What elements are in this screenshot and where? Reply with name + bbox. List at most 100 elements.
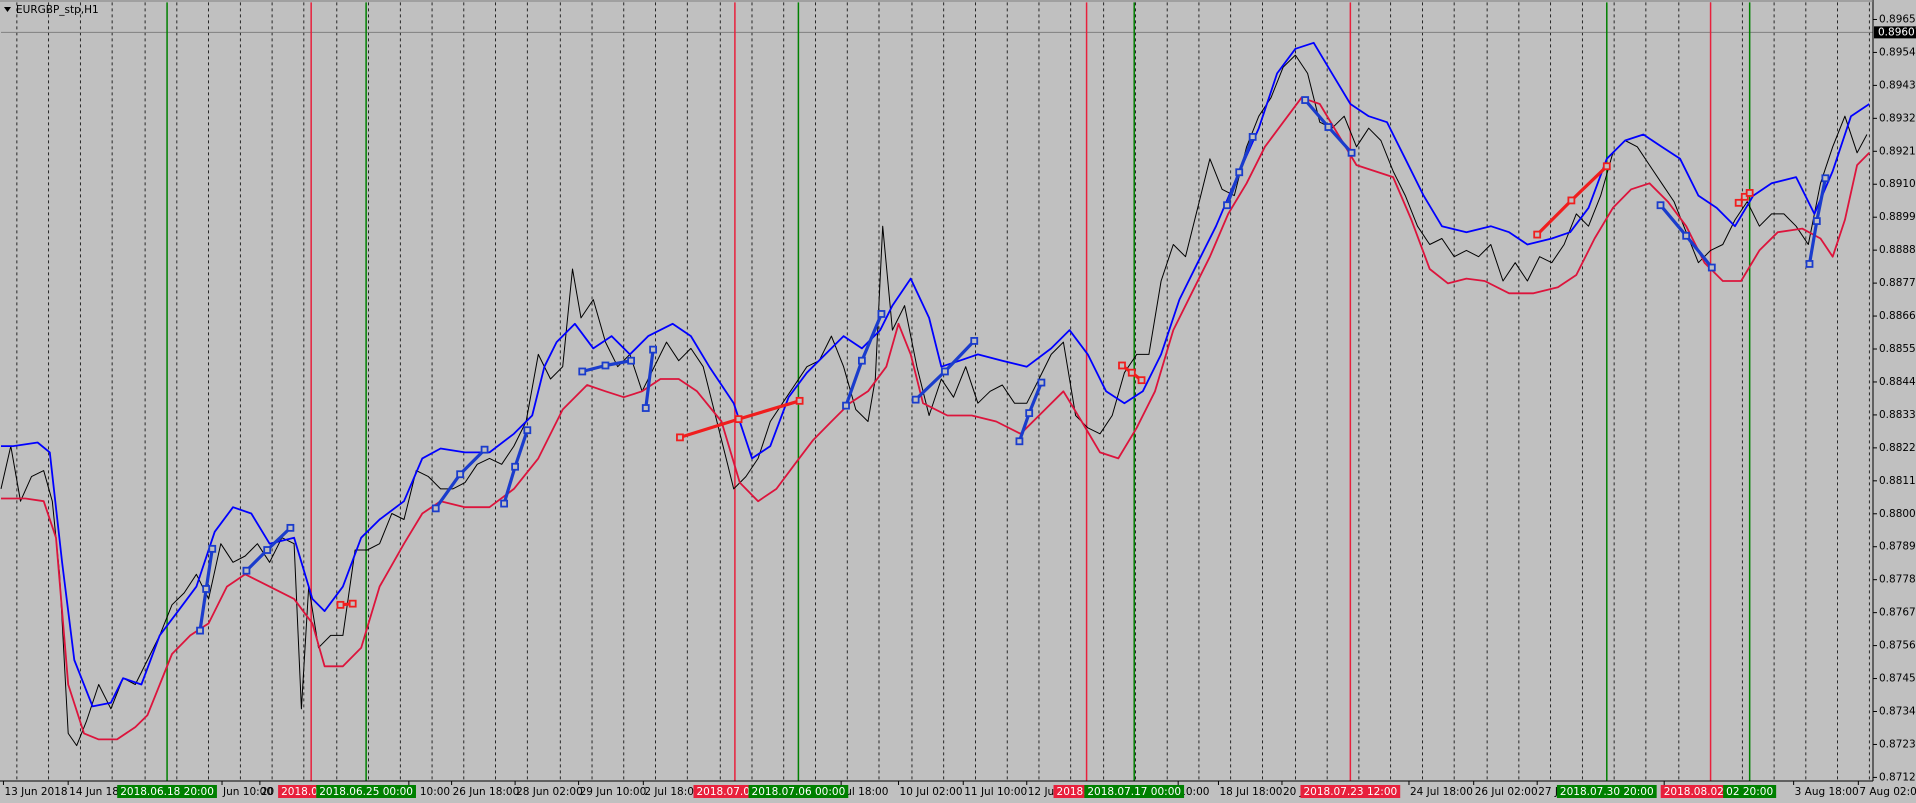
series-line xyxy=(1,41,1870,708)
x-tick-label: 29 Jun 10:00 xyxy=(580,786,647,798)
segment-point xyxy=(734,415,743,424)
segment-point xyxy=(348,599,357,608)
segment-point xyxy=(500,499,509,508)
x-tick-label: 12 Ju xyxy=(1028,786,1054,798)
event-label-text: 2018.07.23 12:00 xyxy=(1303,786,1397,798)
event-label: 2018.07.30 20:00 xyxy=(1556,785,1657,798)
segment-point xyxy=(911,395,920,404)
segment-point xyxy=(795,396,804,405)
x-tick-label: 13 Jun 2018 xyxy=(4,786,67,798)
segment-point xyxy=(676,433,684,442)
series-line xyxy=(0,54,1868,747)
segment-point xyxy=(196,626,204,635)
x-tick-label: 26 Jul 02:00 xyxy=(1475,786,1538,798)
segment-point xyxy=(1118,361,1126,370)
segment-point xyxy=(1812,217,1821,225)
segment-point xyxy=(523,426,532,435)
event-label-box xyxy=(1723,785,1777,798)
segment-point xyxy=(1037,378,1046,387)
grid-layer xyxy=(1,2,1873,781)
event-label-box xyxy=(1084,785,1185,798)
event-label-box xyxy=(1300,785,1401,798)
x-tick-label: 7 Aug 02:00 xyxy=(1859,786,1916,798)
segment-point xyxy=(1707,263,1716,272)
segment-point xyxy=(1127,368,1136,377)
segment-point xyxy=(1821,174,1830,183)
x-tick-label: 11 Jul 10:00 xyxy=(964,786,1027,798)
segment-point xyxy=(1324,123,1333,131)
event-label-box xyxy=(316,785,416,798)
segment-point xyxy=(641,404,650,412)
segment-point xyxy=(578,367,587,376)
series-layer xyxy=(0,41,1870,747)
event-label-text: 2018.06.18 20:00 xyxy=(120,786,214,798)
segment-point xyxy=(202,585,211,593)
x-tick-label: 2 Jul 18:00 xyxy=(644,786,700,798)
event-label: 02 20:00 xyxy=(1723,785,1777,798)
x-tick-label: 18 Jul 18:00 xyxy=(1219,786,1282,798)
chart-title: EURGBP_stp,H1 xyxy=(16,4,99,16)
menu-icon[interactable] xyxy=(4,7,11,12)
segment-point xyxy=(1745,189,1754,197)
segment-point xyxy=(263,546,272,554)
segment-point xyxy=(1656,201,1665,210)
segment-point xyxy=(1223,201,1231,210)
segment-point xyxy=(601,361,610,370)
event-label: 2018.07.23 12:00 xyxy=(1300,785,1401,798)
event-label-text: 2018.07.17 00:00 xyxy=(1087,786,1181,798)
segment-point xyxy=(1734,198,1743,207)
x-tick-label: 24 Jul 18:00 xyxy=(1410,786,1473,798)
event-label-box xyxy=(117,785,217,798)
event-label-text: 02 20:00 xyxy=(1726,786,1773,798)
series-line xyxy=(1,96,1870,741)
segment-point xyxy=(480,445,489,454)
segment-point xyxy=(941,367,949,376)
segment-point xyxy=(1235,168,1244,177)
x-tick-label: 10 Jul 02:00 xyxy=(900,786,963,798)
segment-point xyxy=(431,504,440,513)
trend-segment xyxy=(644,349,655,409)
x-tick-label: Jul 18:00 xyxy=(841,786,888,798)
x-tick-label: n 10:00 xyxy=(410,786,450,798)
segment-point xyxy=(1015,437,1024,446)
segment-point xyxy=(1805,260,1814,268)
segment-point xyxy=(1248,133,1257,141)
segment-point xyxy=(877,310,886,318)
last-price-box xyxy=(1874,26,1916,39)
segment-point xyxy=(627,356,636,365)
event-label-text: 2018.06.25 00:00 xyxy=(319,786,413,798)
event-label: 2018.06.18 20:00 xyxy=(117,785,217,798)
segment-point xyxy=(858,356,866,365)
x-tick-label: Jun 10:00 xyxy=(222,786,273,798)
x-tick-label: 10:00 xyxy=(1179,786,1209,798)
segment-point xyxy=(1137,376,1146,385)
x-tick-label: 26 Jun 18:00 xyxy=(453,786,520,798)
x-tick-label: 28 Jun 02:00 xyxy=(516,786,583,798)
event-label: 2018.07.17 00:00 xyxy=(1084,785,1185,798)
segment-point xyxy=(842,401,850,410)
event-label-box xyxy=(1556,785,1657,798)
event-label-text: 2018.07.30 20:00 xyxy=(1560,786,1654,798)
segment-point xyxy=(1682,231,1691,240)
segment-point xyxy=(1602,162,1611,171)
